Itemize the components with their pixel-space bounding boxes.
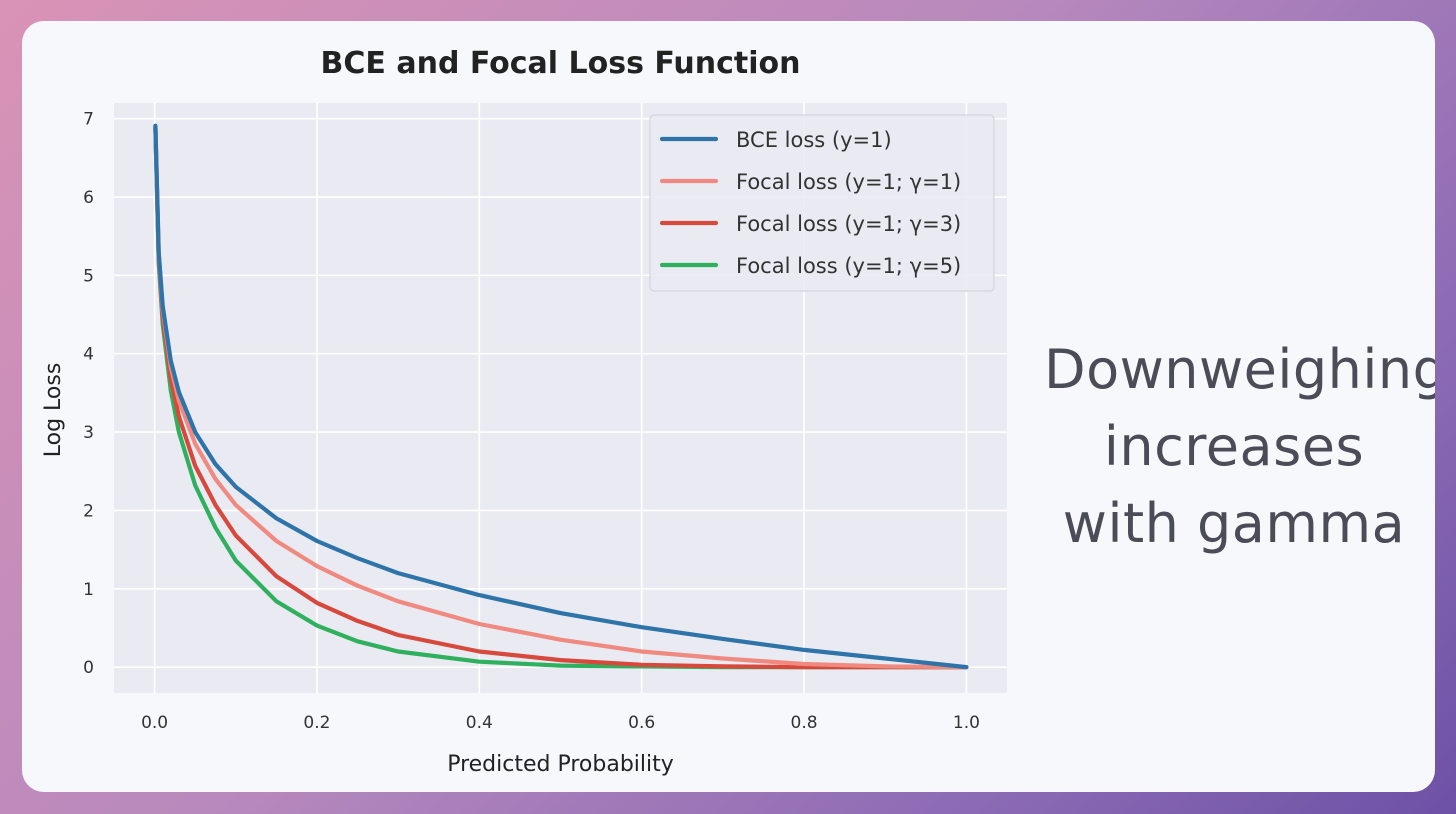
x-tick-label: 0.6 [628, 713, 655, 733]
chart-card: 0.0 0.2 0.4 0.6 0.8 1.0 0 1 2 3 4 5 6 7 BCE and Focal … [22, 21, 1435, 792]
y-tick-label: 1 [83, 580, 94, 600]
x-tick-label: 0.0 [141, 713, 168, 733]
focal-loss-chart: 0.0 0.2 0.4 0.6 0.8 1.0 0 1 2 3 4 5 6 7 BCE and Focal … [41, 46, 1007, 777]
annotation-line-3: with gamma [1062, 492, 1406, 555]
x-tick-label: 0.2 [303, 713, 330, 733]
series-line [153, 125, 969, 670]
x-axis-label: Predicted Probability [447, 752, 674, 777]
y-tick-label: 6 [83, 188, 94, 208]
chart-title: BCE and Focal Loss Function [321, 46, 801, 81]
y-tick-label: 0 [83, 658, 94, 678]
annotation-line-1: Downweighing [1044, 338, 1435, 401]
legend-label: Focal loss (y=1; γ=1) [736, 170, 961, 194]
handwritten-annotation: Downweighing increases with gamma [1044, 331, 1435, 562]
series-line [153, 123, 969, 670]
y-tick-label: 3 [83, 423, 94, 443]
y-tick-label: 4 [83, 345, 94, 365]
legend-box [649, 114, 995, 292]
y-tick-label: 2 [83, 501, 94, 521]
y-tick-label: 7 [83, 110, 94, 130]
annotation-line-2: increases [1103, 415, 1365, 478]
x-tick-label: 1.0 [953, 713, 980, 733]
legend-label: BCE loss (y=1) [736, 128, 892, 152]
y-tick-label: 5 [83, 266, 94, 286]
legend-label: Focal loss (y=1; γ=5) [736, 254, 961, 278]
y-axis-label: Log Loss [41, 363, 66, 458]
legend-label: Focal loss (y=1; γ=3) [736, 212, 961, 236]
x-tick-label: 0.8 [791, 713, 818, 733]
x-tick-label: 0.4 [466, 713, 493, 733]
